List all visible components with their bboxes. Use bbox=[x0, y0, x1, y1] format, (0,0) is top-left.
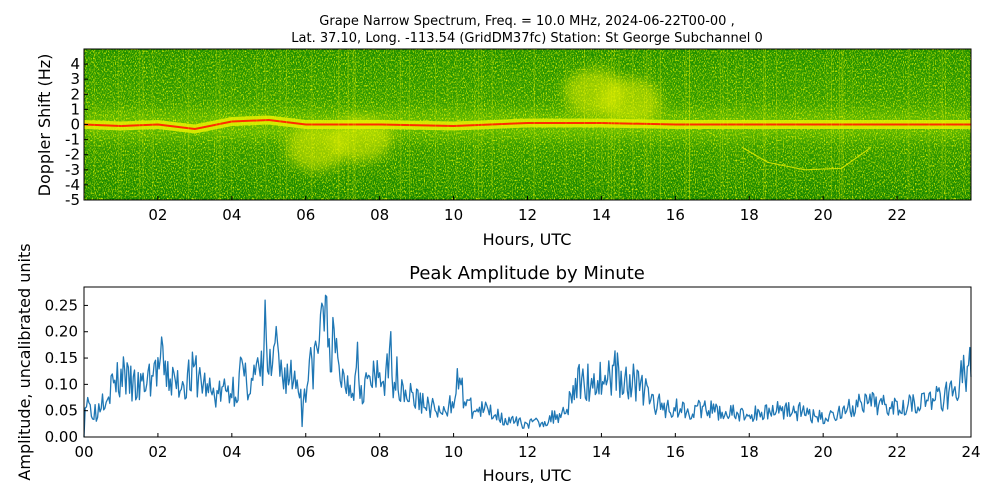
spectrogram-y-tick-label: 4 bbox=[70, 55, 80, 73]
amplitude-x-tick-label: 22 bbox=[888, 443, 907, 461]
amplitude-y-ticks: 0.00 0.05 0.10 0.15 0.20 0.25 bbox=[45, 296, 88, 446]
amplitude-x-axis-label: Hours, UTC bbox=[483, 466, 572, 485]
spectrogram-x-tick-label: 12 bbox=[518, 206, 537, 224]
spectrogram-x-ticks: 02 04 06 08 10 12 14 16 18 20 22 bbox=[148, 196, 907, 224]
amplitude-x-tick-label: 24 bbox=[961, 443, 980, 461]
spectrogram-secondary-trace bbox=[741, 146, 872, 171]
spectrogram-y-tick-label: 0 bbox=[70, 116, 80, 134]
spectrogram-y-tick-label: 1 bbox=[70, 100, 80, 118]
amplitude-x-tick-label: 12 bbox=[518, 443, 537, 461]
amplitude-x-tick-label: 04 bbox=[222, 443, 241, 461]
amplitude-y-tick-label: 0.15 bbox=[45, 349, 78, 367]
spectrogram-y-tick-label: -4 bbox=[65, 176, 80, 194]
amplitude-y-tick-label: 0.20 bbox=[45, 323, 78, 341]
suptitle-line-1: Grape Narrow Spectrum, Freq. = 10.0 MHz,… bbox=[319, 14, 734, 29]
amplitude-x-tick-label: 14 bbox=[592, 443, 611, 461]
amplitude-title: Peak Amplitude by Minute bbox=[409, 263, 645, 284]
spectrogram-x-tick-label: 22 bbox=[888, 206, 907, 224]
spectrogram-y-tick-label: -5 bbox=[65, 191, 80, 209]
spectrogram-x-tick-label: 16 bbox=[666, 206, 685, 224]
spectrogram-x-tick-label: 20 bbox=[814, 206, 833, 224]
spectrogram-y-axis-label: Doppler Shift (Hz) bbox=[35, 54, 54, 197]
amplitude-x-tick-label: 18 bbox=[740, 443, 759, 461]
suptitle-line-2: Lat. 37.10, Long. -113.54 (GridDM37fc) S… bbox=[291, 31, 762, 46]
amplitude-y-tick-label: 0.25 bbox=[45, 296, 78, 314]
spectrogram-x-tick-label: 08 bbox=[370, 206, 389, 224]
spectrogram-y-tick-label: -2 bbox=[65, 146, 80, 164]
amplitude-x-ticks: 00 02 04 06 08 10 12 14 16 18 20 22 24 bbox=[74, 433, 981, 461]
spectrogram-x-tick-label: 06 bbox=[296, 206, 315, 224]
spectrogram-x-tick-label: 02 bbox=[148, 206, 167, 224]
spectrogram-x-tick-label: 18 bbox=[740, 206, 759, 224]
spectrogram-x-tick-label: 14 bbox=[592, 206, 611, 224]
spectrogram-y-tick-label: 3 bbox=[70, 70, 80, 88]
spectrogram-x-tick-label: 10 bbox=[444, 206, 463, 224]
amplitude-x-tick-label: 06 bbox=[296, 443, 315, 461]
amplitude-x-tick-label: 00 bbox=[74, 443, 93, 461]
amplitude-x-tick-label: 16 bbox=[666, 443, 685, 461]
spectrogram-y-tick-label: -1 bbox=[65, 131, 80, 149]
spectrogram-x-axis-label: Hours, UTC bbox=[483, 230, 572, 249]
spectrogram-x-tick-label: 04 bbox=[222, 206, 241, 224]
spectrogram-y-tick-label: -3 bbox=[65, 161, 80, 179]
amplitude-y-tick-label: 0.00 bbox=[45, 428, 78, 446]
spectrogram-band-layer bbox=[84, 49, 971, 200]
amplitude-x-tick-label: 02 bbox=[148, 443, 167, 461]
amplitude-x-tick-label: 20 bbox=[814, 443, 833, 461]
amplitude-x-tick-label: 10 bbox=[444, 443, 463, 461]
amplitude-y-tick-label: 0.05 bbox=[45, 402, 78, 420]
amplitude-line bbox=[83, 294, 972, 438]
amplitude-y-tick-label: 0.10 bbox=[45, 375, 78, 393]
amplitude-x-tick-label: 08 bbox=[370, 443, 389, 461]
amplitude-plot: Peak Amplitude by Minute 00 02 04 06 08 10 12 1… bbox=[15, 243, 981, 485]
spectrogram-carrier-trace bbox=[84, 118, 971, 131]
amplitude-y-axis-label: Amplitude, uncalibrated units bbox=[15, 243, 34, 480]
spectrogram-y-tick-label: 2 bbox=[70, 85, 80, 103]
